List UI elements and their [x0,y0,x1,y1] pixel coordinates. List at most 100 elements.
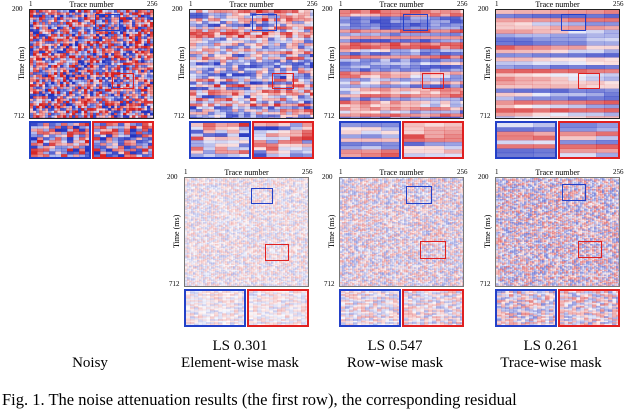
column-label-noisy: Noisy [15,338,165,372]
y-axis-label: Time (ms) [327,47,336,80]
y-tick-start: 200 [322,6,333,13]
x-tick-end: 256 [307,1,318,8]
column-label-line2: Trace-wise mask [476,355,626,372]
zoom-box-blue [406,186,432,204]
x-tick-end: 256 [457,1,468,8]
seismic-image [339,9,464,119]
x-tick-start: 1 [184,169,188,176]
x-tick-end: 256 [147,1,158,8]
zoom-box-blue [252,14,277,31]
y-tick-end: 712 [14,113,25,120]
figure-caption: Fig. 1. The noise attenuation results (t… [2,390,517,409]
x-tick-start: 1 [339,169,343,176]
zoom-box-red [422,73,444,89]
x-tick-end: 256 [613,169,624,176]
x-tick-start: 1 [29,1,33,8]
residual-image [339,177,464,287]
y-axis-label: Time (ms) [177,47,186,80]
zoom-inset-blue [495,289,557,327]
y-tick-end: 712 [480,113,491,120]
zoom-inset-blue [29,121,91,159]
x-tick-end: 256 [302,169,313,176]
column-label-line2: Noisy [15,355,165,372]
seismic-image [29,9,154,119]
column-label-line1: LS 0.261 [476,338,626,355]
column-label-trace-wise: LS 0.261 Trace-wise mask [476,338,626,372]
x-tick-end: 256 [457,169,468,176]
y-axis-label: Time (ms) [483,47,492,80]
y-tick-end: 712 [169,281,180,288]
zoom-box-blue [403,14,428,31]
zoom-inset-blue [495,121,557,159]
y-axis-label: Time (ms) [483,215,492,248]
zoom-inset-blue [184,289,246,327]
seismic-image [189,9,314,119]
x-tick-end: 256 [613,1,624,8]
zoom-box-red [112,73,134,89]
panel-trace-wise-residual: 1 Trace number 256 200 712 Time (ms) [466,168,626,333]
zoom-insets [189,121,314,159]
y-tick-end: 712 [174,113,185,120]
seismic-image [495,9,620,119]
panel-element-wise-result: 1 Trace number 256 200 712 Time (ms) [160,0,320,165]
column-label-line1: LS 0.547 [320,338,470,355]
residual-image [184,177,309,287]
panel-row-wise-result: 1 Trace number 256 200 712 Time (ms) [310,0,470,165]
panel-element-wise-residual: 1 Trace number 256 200 712 Time (ms) [155,168,315,333]
y-tick-start: 200 [172,6,183,13]
zoom-box-red [272,73,294,89]
zoom-insets [184,289,309,327]
column-label-element-wise: LS 0.301 Element-wise mask [165,338,315,372]
panel-noisy-result: 1 Trace number 256 200 712 Time (ms) [0,0,160,165]
zoom-insets [495,121,620,159]
x-tick-start: 1 [495,1,499,8]
x-axis-label: Trace number [495,0,620,9]
x-axis-label: Trace number [339,168,464,177]
zoom-inset-blue [339,121,401,159]
zoom-inset-red [247,289,309,327]
zoom-box-red [265,244,289,261]
panel-row-wise-residual: 1 Trace number 256 200 712 Time (ms) [310,168,470,333]
y-tick-start: 200 [478,174,489,181]
zoom-insets [495,289,620,327]
zoom-insets [29,121,154,159]
x-axis-label: Trace number [29,0,154,9]
x-tick-start: 1 [189,1,193,8]
x-tick-start: 1 [495,169,499,176]
column-label-line2: Row-wise mask [320,355,470,372]
y-axis-label: Time (ms) [327,215,336,248]
zoom-inset-red [558,289,620,327]
x-axis-label: Trace number [184,168,309,177]
y-tick-start: 200 [478,6,489,13]
zoom-inset-red [558,121,620,159]
zoom-box-red [420,241,446,259]
column-label-line1 [15,338,165,355]
zoom-inset-red [402,121,464,159]
zoom-box-blue [251,188,273,204]
zoom-inset-red [252,121,314,159]
y-tick-end: 712 [324,113,335,120]
zoom-inset-red [92,121,154,159]
y-axis-label: Time (ms) [17,47,26,80]
zoom-insets [339,289,464,327]
y-tick-end: 712 [480,281,491,288]
y-tick-start: 200 [322,174,333,181]
column-label-row-wise: LS 0.547 Row-wise mask [320,338,470,372]
panel-trace-wise-result: 1 Trace number 256 200 712 Time (ms) [466,0,626,165]
y-tick-start: 200 [167,174,178,181]
column-label-line1: LS 0.301 [165,338,315,355]
zoom-box-blue [561,14,586,31]
y-tick-end: 712 [324,281,335,288]
y-tick-start: 200 [12,6,23,13]
zoom-box-red [578,73,600,89]
x-axis-label: Trace number [339,0,464,9]
zoom-box-blue [562,184,586,201]
column-label-line2: Element-wise mask [165,355,315,372]
zoom-insets [339,121,464,159]
zoom-inset-blue [339,289,401,327]
zoom-box-blue [95,14,120,31]
zoom-box-red [578,241,602,258]
x-tick-start: 1 [339,1,343,8]
x-axis-label: Trace number [495,168,620,177]
zoom-inset-red [402,289,464,327]
